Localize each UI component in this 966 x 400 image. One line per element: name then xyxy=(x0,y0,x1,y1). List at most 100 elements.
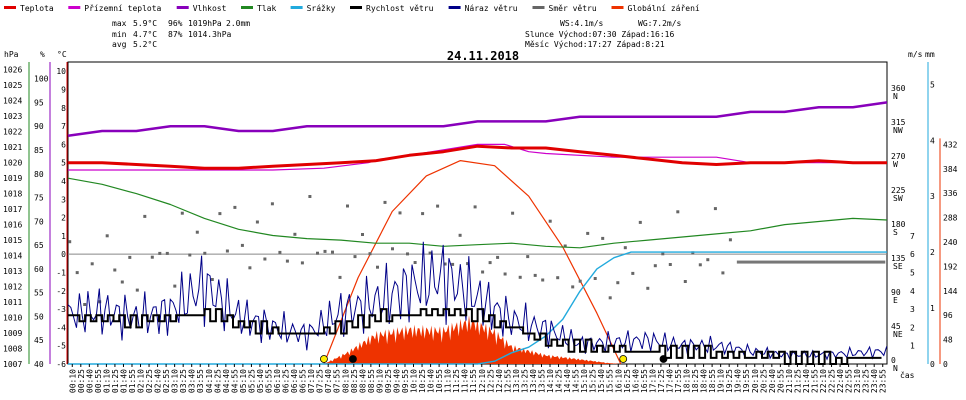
axis-degc-tick-6: 0 xyxy=(61,250,66,259)
x-tick-label-34: 08:40 xyxy=(358,369,367,393)
wind-direction-point xyxy=(406,252,409,256)
x-tick-label-68: 17:10 xyxy=(648,369,657,393)
wind-direction-point xyxy=(278,250,282,254)
x-tick-label-52: 13:10 xyxy=(512,369,521,393)
x-tick-label-32: 08:10 xyxy=(341,369,350,393)
axis-hpa-tick-2: 1009 xyxy=(3,329,22,338)
axis-wm2-tick-0: 0 xyxy=(943,360,948,369)
axis-pct-tick-10: 90 xyxy=(34,122,44,131)
x-tick-label-51: 12:55 xyxy=(503,369,512,393)
wind-direction-point xyxy=(526,255,530,259)
axis-pct-tick-9: 85 xyxy=(34,146,44,155)
axis-mm-tick-2: 2 xyxy=(930,248,935,257)
wind-direction-point xyxy=(638,220,642,224)
axis-ms-tick-1: 2 xyxy=(910,323,915,332)
wind-direction-point xyxy=(105,234,109,238)
wind-direction-point xyxy=(323,249,327,253)
x-tick-label-24: 06:10 xyxy=(273,369,282,393)
axis-dir-value-3: 135 xyxy=(891,254,906,263)
x-tick-label-71: 17:55 xyxy=(674,369,683,393)
legend-label-4: Srážky xyxy=(307,4,336,13)
axis-pct-tick-2: 50 xyxy=(34,312,44,321)
wind-direction-calm-band xyxy=(736,260,886,264)
stats-temp-avg: 5.2°C xyxy=(133,40,157,49)
axis-degc-tick-11: 5 xyxy=(61,159,66,168)
wind-direction-point xyxy=(676,210,680,214)
x-tick-label-49: 12:25 xyxy=(486,369,495,393)
wind-direction-point xyxy=(541,278,545,282)
legend-swatch-6 xyxy=(448,6,461,9)
x-tick-label-22: 05:40 xyxy=(256,369,265,393)
x-tick-label-95: 23:55 xyxy=(879,369,888,393)
stats-press-max: 1019hPa xyxy=(188,19,222,28)
x-tick-label-67: 16:55 xyxy=(640,369,649,393)
wind-direction-point xyxy=(563,244,567,248)
x-tick-label-78: 19:40 xyxy=(734,369,743,393)
wind-direction-point xyxy=(601,236,605,240)
x-tick-label-64: 16:10 xyxy=(614,369,623,393)
axis-degc-tick-8: 2 xyxy=(61,214,66,223)
x-tick-label-19: 04:55 xyxy=(230,369,239,393)
axis-wm2-tick-9: 432 xyxy=(943,140,958,149)
info-moon: Měsíc Východ:17:27 Západ:8:21 xyxy=(525,40,665,49)
x-tick-label-3: 00:55 xyxy=(94,369,103,393)
axis-pct-tick-8: 80 xyxy=(34,170,44,179)
axis-degc-tick-4: -2 xyxy=(56,287,66,296)
wind-direction-point xyxy=(270,202,274,206)
x-tick-label-87: 21:55 xyxy=(810,369,819,393)
x-tick-label-85: 21:25 xyxy=(793,369,802,393)
legend-swatch-0 xyxy=(4,6,16,9)
x-tick-label-72: 18:10 xyxy=(683,369,692,393)
x-tick-label-26: 06:40 xyxy=(290,369,299,393)
wind-direction-point xyxy=(188,253,192,257)
x-tick-label-54: 13:40 xyxy=(529,369,538,393)
wind-direction-point xyxy=(210,278,214,281)
x-tick-label-41: 10:25 xyxy=(418,369,427,393)
legend-label-0: Teplota xyxy=(20,4,54,13)
axis-mm-tick-1: 1 xyxy=(930,304,935,313)
info-wg: WG:7.2m/s xyxy=(638,19,682,28)
wind-direction-point xyxy=(203,251,207,255)
axis-dir-label-6: W xyxy=(893,160,898,169)
axis-dir-label-3: SE xyxy=(893,262,903,271)
x-tick-label-82: 20:40 xyxy=(768,369,777,393)
wind-direction-point xyxy=(466,262,470,266)
x-tick-label-47: 11:55 xyxy=(469,369,478,393)
axis-wm2-tick-3: 144 xyxy=(943,287,958,296)
x-tick-label-69: 17:25 xyxy=(657,369,666,393)
wind-direction-point xyxy=(128,255,132,259)
x-tick-label-56: 14:10 xyxy=(546,369,555,393)
legend-label-5: Rychlost větru xyxy=(366,4,434,13)
x-tick-label-88: 22:10 xyxy=(819,369,828,393)
solar-radiation-area xyxy=(323,315,621,364)
axis-wm2-tick-4: 192 xyxy=(943,262,958,271)
x-tick-label-58: 14:40 xyxy=(563,369,572,393)
wind-direction-point xyxy=(511,211,515,215)
axis-hpa-tick-3: 1010 xyxy=(3,314,22,323)
axis-wm2-tick-5: 240 xyxy=(943,238,958,247)
wind-direction-point xyxy=(578,279,582,283)
axis-hpa-tick-15: 1022 xyxy=(3,128,22,137)
wind-direction-point xyxy=(173,284,177,288)
stats-temp-min: 4.7°C xyxy=(133,30,157,39)
axis-dir-value-2: 90 xyxy=(891,288,901,297)
x-tick-label-65: 16:25 xyxy=(623,369,632,393)
wind-direction-point xyxy=(593,277,597,280)
wind-direction-point xyxy=(533,273,537,277)
axis-hpa-tick-6: 1013 xyxy=(3,267,22,276)
wind-direction-point xyxy=(150,255,154,259)
x-tick-label-50: 12:40 xyxy=(495,369,504,393)
stats-label-avg: avg xyxy=(112,40,127,49)
x-tick-label-62: 15:40 xyxy=(597,369,606,393)
x-tick-label-43: 10:55 xyxy=(435,369,444,393)
axis-pct-tick-3: 55 xyxy=(34,289,44,298)
wind-direction-point xyxy=(451,262,455,266)
wind-direction-point xyxy=(233,205,237,209)
x-tick-label-57: 14:25 xyxy=(555,369,564,393)
x-tick-label-83: 20:55 xyxy=(776,369,785,393)
axis-degc-tick-0: -6 xyxy=(56,360,66,369)
axis-hpa-tick-17: 1024 xyxy=(3,97,22,106)
axis-hpa-tick-19: 1026 xyxy=(3,66,22,75)
wind-direction-point xyxy=(713,207,717,211)
